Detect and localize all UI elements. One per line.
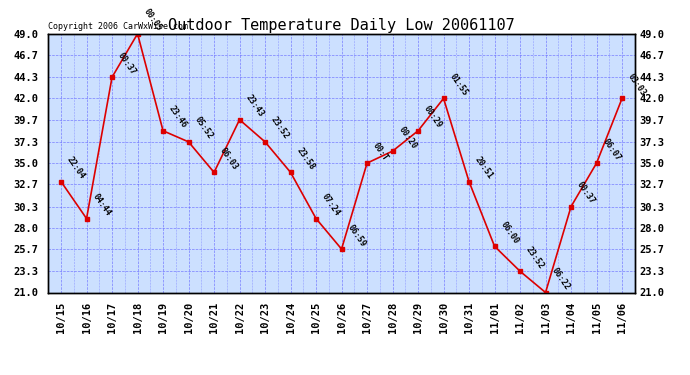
Text: 06:00: 06:00 bbox=[499, 220, 520, 246]
Text: 01:55: 01:55 bbox=[448, 72, 469, 98]
Text: 00:37: 00:37 bbox=[575, 180, 597, 206]
Text: 22:04: 22:04 bbox=[66, 155, 87, 181]
Text: 23:43: 23:43 bbox=[244, 93, 266, 119]
Text: 23:58: 23:58 bbox=[295, 146, 317, 172]
Text: 06:22: 06:22 bbox=[550, 266, 571, 292]
Text: 00:05: 00:05 bbox=[141, 8, 164, 33]
Text: 20:51: 20:51 bbox=[473, 155, 495, 181]
Text: 23:46: 23:46 bbox=[167, 104, 189, 130]
Text: 06:03: 06:03 bbox=[218, 146, 240, 172]
Text: 06:59: 06:59 bbox=[346, 223, 368, 248]
Text: 06:07: 06:07 bbox=[601, 137, 622, 162]
Text: 03:03: 03:03 bbox=[627, 72, 648, 98]
Text: 04:44: 04:44 bbox=[90, 192, 112, 218]
Title: Outdoor Temperature Daily Low 20061107: Outdoor Temperature Daily Low 20061107 bbox=[168, 18, 515, 33]
Text: Copyright 2006 CarWxWise.com: Copyright 2006 CarWxWise.com bbox=[48, 22, 188, 31]
Text: 05:52: 05:52 bbox=[193, 116, 215, 141]
Text: 07:24: 07:24 bbox=[320, 192, 342, 218]
Text: 00:37: 00:37 bbox=[116, 51, 138, 76]
Text: 00:T: 00:T bbox=[371, 141, 390, 162]
Text: 00:20: 00:20 bbox=[397, 125, 418, 150]
Text: 23:52: 23:52 bbox=[269, 116, 291, 141]
Text: 23:52: 23:52 bbox=[524, 245, 546, 270]
Text: 00:29: 00:29 bbox=[422, 104, 444, 130]
